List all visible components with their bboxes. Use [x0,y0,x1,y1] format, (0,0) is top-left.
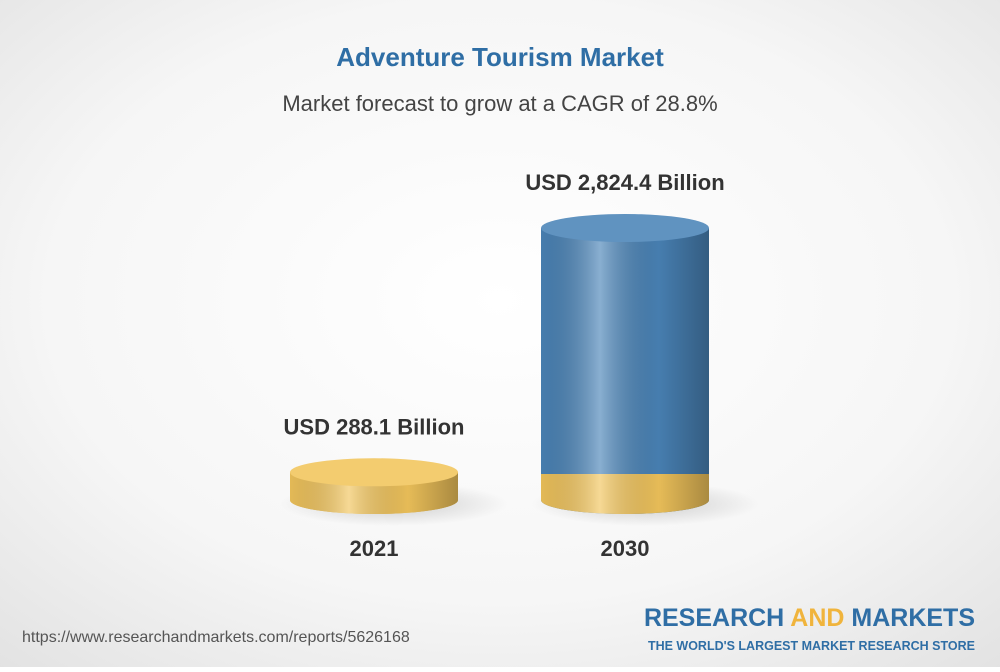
chart-title: Adventure Tourism Market [336,42,664,72]
bar-top-light [290,458,458,487]
brand-part: RESEARCH [644,604,784,632]
x-tick-label: 2030 [601,536,650,561]
brand: RESEARCH AND MARKETS [644,604,975,632]
plot: USD 288.1 Billion 2021 USD 2,824.4 Billion… [280,170,759,561]
x-tick-label: 2021 [350,536,399,561]
value-label: USD 2,824.4 Billion [525,170,724,195]
brand-tagline: THE WORLD'S LARGEST MARKET RESEARCH STOR… [648,639,975,653]
bar-top [541,214,709,242]
bar-body-shade [541,228,709,514]
bar-base-shade [541,474,709,514]
brand-part: AND [790,604,844,632]
bar-top-light [541,214,709,242]
value-label: USD 288.1 Billion [284,414,465,439]
source-url: https://www.researchandmarkets.com/repor… [22,629,410,646]
chart-subtitle: Market forecast to grow at a CAGR of 28.… [282,91,717,116]
brand-part: MARKETS [851,604,975,632]
bar-top [290,458,458,487]
